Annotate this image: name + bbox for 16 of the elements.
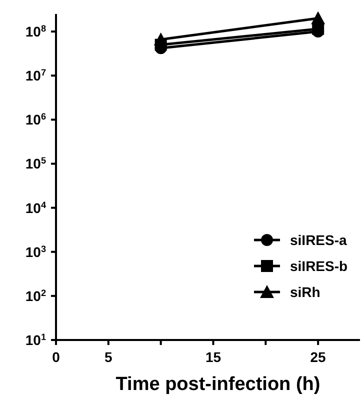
y-tick-label: 10$^{2}$ xyxy=(25,288,46,304)
legend-label: siRh xyxy=(290,284,320,300)
legend-label: siIRES-a xyxy=(290,232,348,248)
y-tick-label: 10$^{7}$ xyxy=(25,68,46,84)
y-tick-label: 10$^{6}$ xyxy=(25,112,46,128)
x-tick-label: 0 xyxy=(52,349,60,365)
legend-label: siIRES-b xyxy=(290,258,348,274)
x-tick-label: 5 xyxy=(104,349,113,365)
x-tick-label: 15 xyxy=(205,349,222,365)
y-tick-label: 10$^{4}$ xyxy=(25,200,47,216)
y-tick-label: 10$^{8}$ xyxy=(25,24,46,40)
x-tick-label: 25 xyxy=(310,349,326,365)
x-axis-title: Time post-infection (h) xyxy=(116,374,320,395)
y-tick-label: 10$^{3}$ xyxy=(25,244,46,260)
y-tick-label: 10$^{5}$ xyxy=(25,156,46,172)
y-tick-label: 10$^{1}$ xyxy=(25,332,46,348)
